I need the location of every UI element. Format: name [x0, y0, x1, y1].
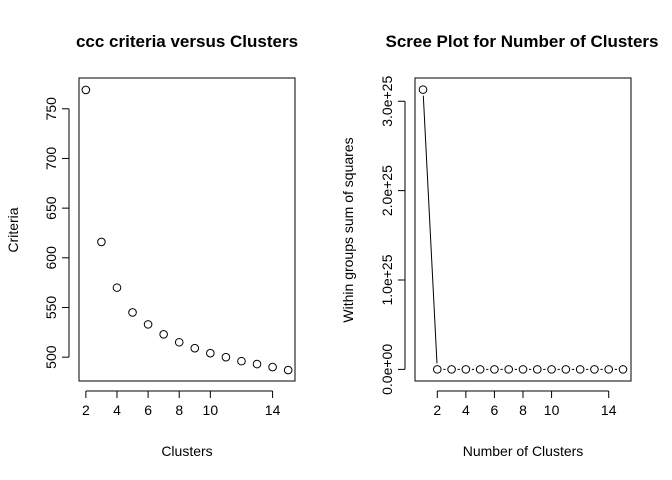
chart-left-y-tick-label: 550 [43, 296, 59, 320]
chart-left-data-point [112, 283, 122, 292]
chart-right-data-point [447, 365, 456, 374]
chart-left-data-point [143, 320, 153, 329]
chart-left-data-point [283, 365, 293, 375]
chart-left-x-tick-label: 4 [113, 402, 121, 418]
chart-left-x-tick-label: 14 [265, 402, 281, 418]
chart-right: Scree Plot for Number of Clusters Number… [340, 32, 659, 459]
chart-left-title: ccc criteria versus Clusters [76, 32, 298, 51]
chart-right-data-point [604, 365, 614, 374]
chart-right-y-tick-label: 3.0e+25 [379, 76, 395, 127]
chart-left-x-tick-label: 2 [82, 402, 90, 418]
chart-right-data-point [618, 365, 628, 374]
chart-right-plot-box [414, 77, 632, 382]
chart-left-x-axis-label: Clusters [161, 443, 212, 459]
chart-right-data-point [475, 365, 485, 374]
chart-right-x-tick-label: 10 [544, 402, 560, 418]
chart-left-data-point [206, 348, 215, 358]
chart-left-x-tick-label: 10 [203, 402, 219, 418]
chart-right-line-segment [422, 95, 438, 364]
chart-left-y-tick-label: 650 [43, 196, 59, 220]
chart-left-data-point [159, 330, 168, 339]
chart-right-data-point [461, 365, 471, 374]
chart-left-data-point [268, 362, 277, 372]
chart-right-x-tick-label: 14 [601, 402, 617, 418]
chart-right-x-axis-label: Number of Clusters [463, 443, 584, 459]
chart-left-marks [81, 85, 293, 375]
chart-left-data-point [221, 352, 231, 362]
chart-left-y-tick-label: 750 [43, 97, 59, 121]
chart-right-y-axis-label: Within groups sum of squares [340, 137, 356, 322]
chart-left-y-axis: 500 550 600 650 700 750 [43, 97, 70, 369]
chart-left-y-tick-label: 600 [43, 246, 59, 270]
chart-right-data-point [432, 365, 442, 374]
chart-right-title: Scree Plot for Number of Clusters [385, 32, 658, 51]
chart-right-x-tick-label: 2 [433, 402, 441, 418]
chart-right-y-tick-label: 2.0e+25 [379, 165, 395, 216]
chart-right-x-tick-label: 4 [462, 402, 470, 418]
chart-right-data-point [504, 365, 514, 374]
chart-right-data-point [490, 365, 499, 374]
chart-right-y-tick-label: 0.0e+00 [379, 344, 395, 395]
chart-right-x-tick-label: 6 [491, 402, 499, 418]
chart-right-data-point [561, 365, 571, 374]
chart-left-x-tick-label: 8 [175, 402, 183, 418]
chart-left-y-tick-label: 700 [43, 147, 59, 171]
chart-left-plot-box [78, 77, 296, 382]
chart-right-data-point [532, 365, 542, 374]
chart-left-data-point [252, 359, 262, 369]
chart-left: ccc criteria versus Clusters Clusters Cr… [5, 32, 298, 459]
chart-right-x-tick-label: 8 [519, 402, 527, 418]
chart-left-data-point [128, 308, 137, 317]
chart-left-y-tick-label: 500 [43, 345, 59, 369]
chart-right-marks [418, 85, 628, 374]
chart-right-data-point [575, 365, 585, 374]
chart-right-x-axis: 2 4 6 8 10 14 [433, 390, 617, 418]
chart-right-data-point [518, 365, 528, 374]
chart-left-x-tick-label: 6 [144, 402, 152, 418]
chart-right-y-tick-label: 1.0e+25 [379, 254, 395, 305]
chart-right-data-point [418, 85, 428, 94]
chart-left-data-point [174, 337, 184, 347]
chart-left-data-point [190, 343, 200, 353]
chart-right-y-axis: 0.0e+00 1.0e+25 2.0e+25 3.0e+25 [379, 76, 406, 395]
chart-right-data-point [547, 365, 556, 374]
chart-left-data-point [97, 237, 106, 247]
chart-left-y-axis-label: Criteria [5, 207, 21, 252]
chart-left-data-point [237, 356, 246, 366]
chart-right-data-point [590, 365, 599, 374]
chart-left-x-axis: 2 4 6 8 10 14 [82, 390, 281, 418]
chart-left-data-point [81, 85, 91, 95]
